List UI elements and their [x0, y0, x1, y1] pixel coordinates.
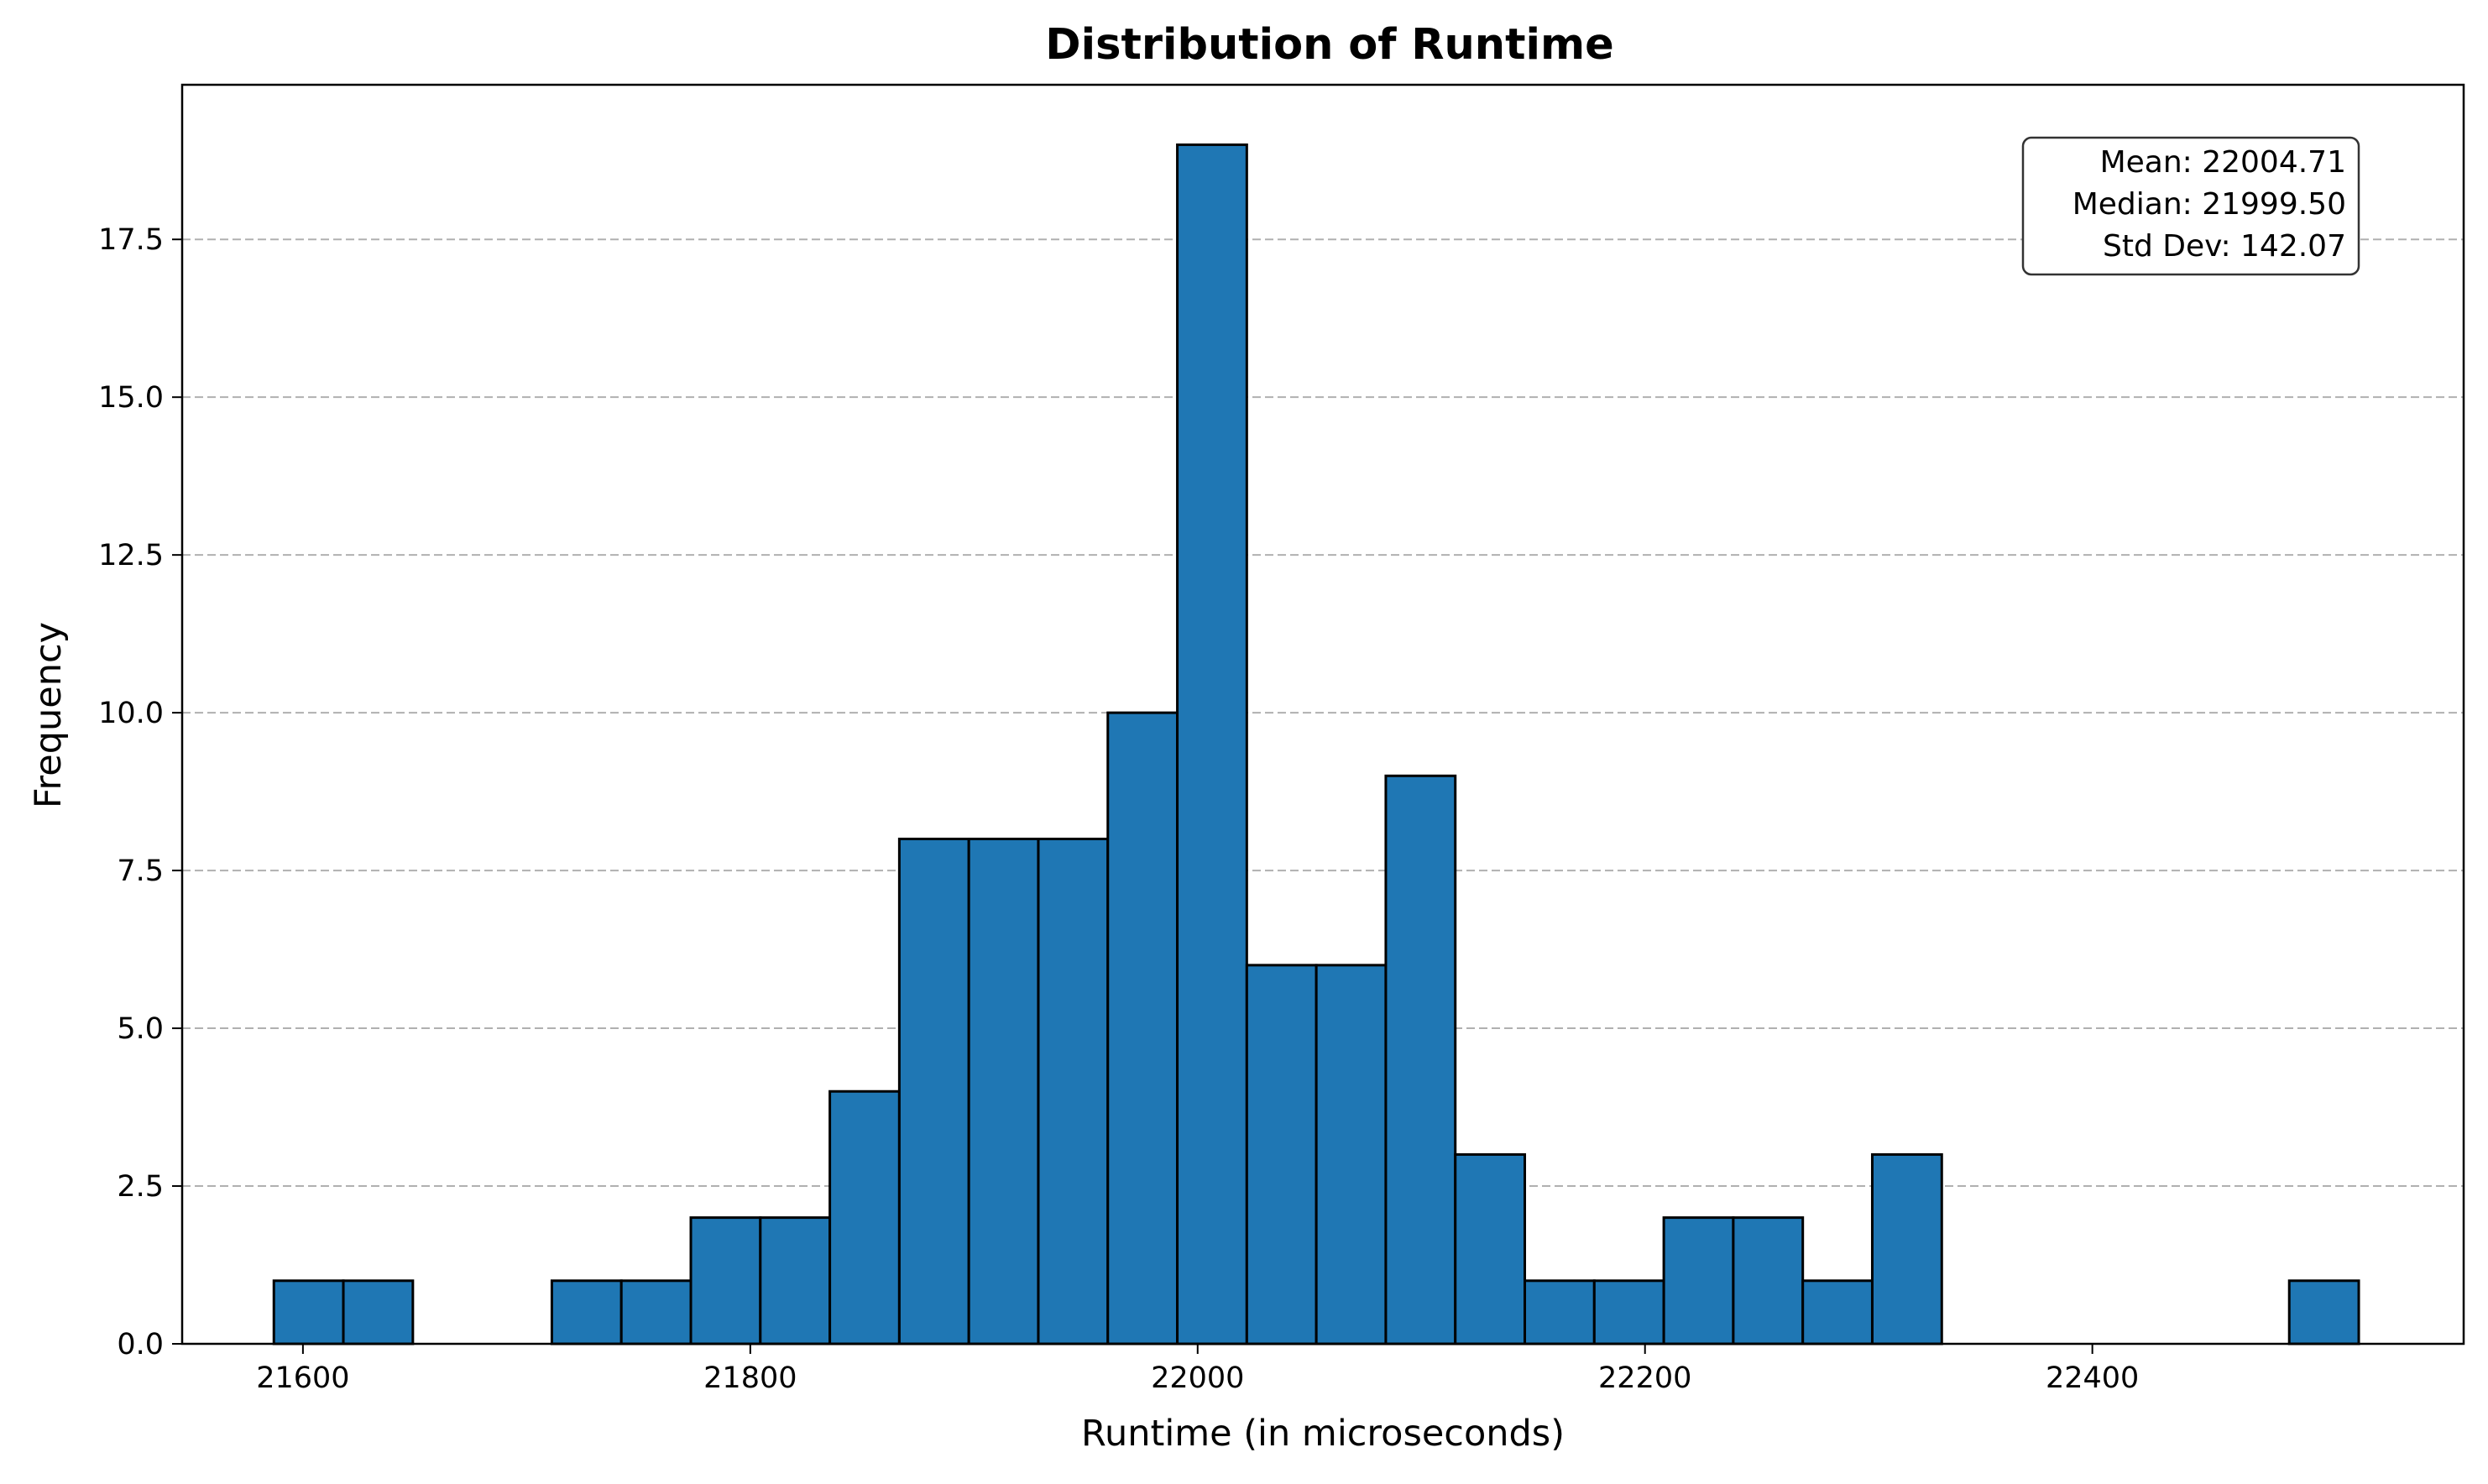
histogram-bar — [1870, 1152, 1943, 1346]
y-tick-label: 10.0 — [98, 697, 164, 730]
histogram-bar — [967, 837, 1040, 1346]
x-tick-label: 21800 — [703, 1361, 797, 1395]
histogram-bar — [689, 1216, 762, 1346]
plot-frame — [180, 83, 2465, 1346]
y-tick-label: 5.0 — [117, 1012, 164, 1046]
stats-box-frame — [2021, 136, 2360, 276]
x-axis-label: Runtime (in microseconds) — [1081, 1413, 1565, 1455]
histogram-bars — [272, 143, 2360, 1346]
histogram-bar — [1106, 711, 1179, 1346]
histogram-bar — [1245, 964, 1318, 1346]
y-tick-label: 0.0 — [117, 1328, 164, 1361]
histogram-bar — [342, 1279, 415, 1346]
histogram-bar — [759, 1216, 832, 1346]
x-tick-label: 21600 — [256, 1361, 349, 1395]
chart-title: Distribution of Runtime — [1045, 20, 1613, 70]
histogram-bar — [1732, 1216, 1805, 1346]
y-axis-ticks: 0.0 2.5 5.0 7.5 10.0 12.5 15.0 17.5 — [98, 223, 182, 1361]
y-tick-label: 7.5 — [117, 854, 164, 888]
x-tick-label: 22400 — [2046, 1361, 2139, 1395]
histogram-bar — [897, 837, 970, 1346]
histogram-bar — [1384, 774, 1457, 1346]
y-tick-label: 2.5 — [117, 1170, 164, 1204]
x-tick-label: 22200 — [1598, 1361, 1691, 1395]
stats-box: Mean: 22004.71 Median: 21999.50 Std Dev:… — [2021, 136, 2360, 276]
stats-std-dev: Std Dev: 142.07 — [2103, 229, 2346, 264]
x-axis-ticks: 21600 21800 22000 22200 22400 — [256, 1344, 2139, 1395]
x-tick-label: 22000 — [1151, 1361, 1244, 1395]
histogram-bar — [1037, 837, 1110, 1346]
y-axis-label: Frequency — [28, 622, 70, 808]
histogram-bar — [1592, 1279, 1665, 1346]
histogram-bar — [2287, 1279, 2360, 1346]
histogram-bar — [272, 1279, 345, 1346]
y-tick-label: 15.0 — [98, 381, 164, 415]
y-tick-label: 17.5 — [98, 223, 164, 257]
y-tick-label: 12.5 — [98, 539, 164, 572]
histogram-bar — [619, 1279, 693, 1346]
histogram-bar — [1801, 1279, 1874, 1346]
histogram-bar — [1662, 1216, 1735, 1346]
histogram-bar — [1454, 1152, 1527, 1346]
stats-mean: Mean: 22004.71 — [2100, 145, 2346, 180]
histogram-bar — [550, 1279, 623, 1346]
histogram-bar — [828, 1089, 901, 1346]
histogram-bar — [1524, 1279, 1596, 1346]
histogram-bar — [1315, 964, 1388, 1346]
stats-median: Median: 21999.50 — [2072, 187, 2346, 222]
histogram-bar — [1176, 143, 1248, 1346]
